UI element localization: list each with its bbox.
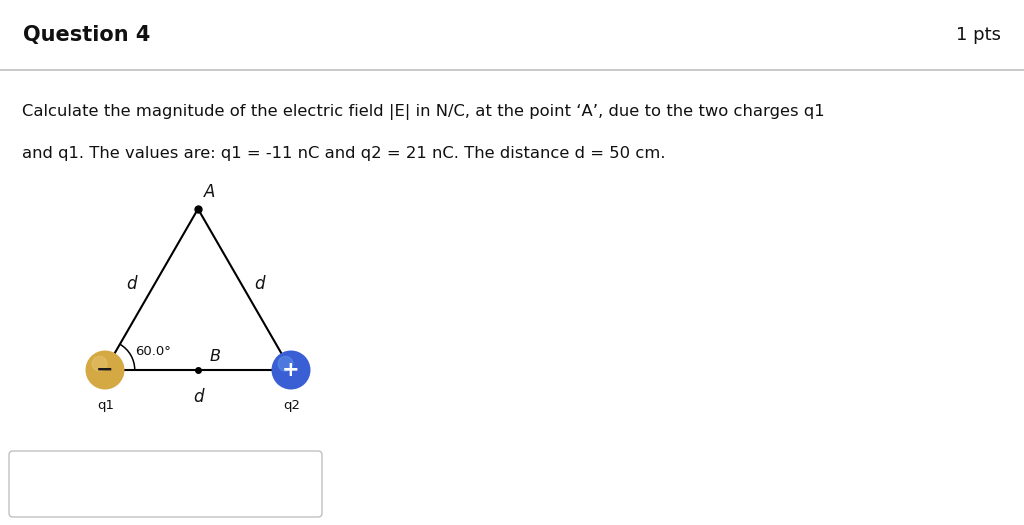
Text: −: − (96, 360, 114, 380)
FancyBboxPatch shape (9, 451, 322, 517)
Circle shape (92, 356, 106, 371)
Text: and q1. The values are: q1 = -11 nC and q2 = 21 nC. The distance d = 50 cm.: and q1. The values are: q1 = -11 nC and … (22, 146, 666, 162)
Text: B: B (210, 349, 221, 364)
Text: d: d (193, 388, 203, 406)
Text: d: d (126, 276, 136, 293)
Circle shape (85, 351, 125, 390)
Text: A: A (204, 183, 215, 201)
Text: +: + (283, 360, 300, 380)
Text: q2: q2 (283, 400, 300, 413)
Text: 60.0°: 60.0° (135, 345, 171, 358)
Text: Question 4: Question 4 (23, 25, 150, 45)
Text: Calculate the magnitude of the electric field |E| in N/C, at the point ‘A’, due : Calculate the magnitude of the electric … (22, 104, 824, 120)
Circle shape (271, 351, 310, 390)
Text: d: d (255, 276, 265, 293)
Text: q1: q1 (97, 400, 114, 413)
Text: 1 pts: 1 pts (956, 26, 1001, 44)
Circle shape (279, 356, 293, 371)
